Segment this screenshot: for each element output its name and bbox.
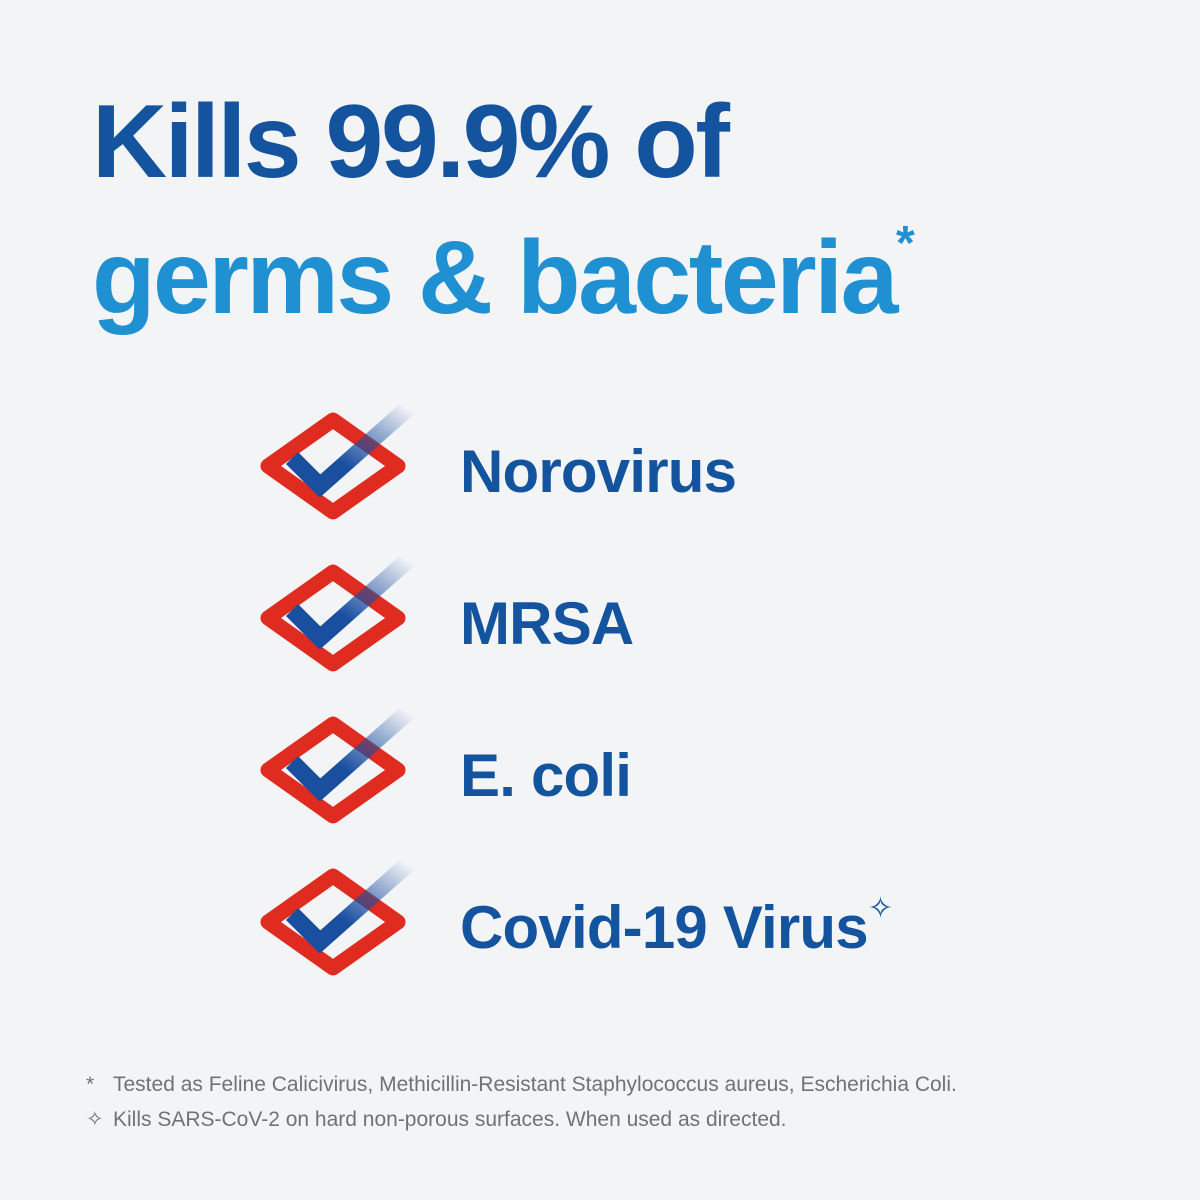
red-lozenge-blue-check-icon bbox=[258, 396, 458, 530]
claim-label: Norovirus bbox=[460, 442, 737, 502]
claim-label-text: MRSA bbox=[460, 590, 634, 657]
red-lozenge-blue-check-icon bbox=[258, 852, 458, 986]
claim-label-text: Covid-19 Virus bbox=[460, 894, 869, 961]
headline-line-2: germs & bacteria* bbox=[92, 210, 1122, 346]
footnote-item: * Tested as Feline Calicivirus, Methicil… bbox=[86, 1069, 1086, 1100]
claim-label-text: Norovirus bbox=[460, 438, 737, 505]
footnote-marker: * bbox=[86, 1073, 95, 1096]
headline: Kills 99.9% of germs & bacteria* bbox=[92, 74, 1122, 346]
claim-label: MRSA bbox=[460, 594, 634, 654]
claim-label: E. coli bbox=[460, 746, 632, 806]
claims-list: Norovirus MRSA bbox=[0, 396, 1200, 1004]
red-lozenge-blue-check-icon bbox=[258, 548, 458, 682]
footnote-marker: ✧ bbox=[86, 1108, 104, 1131]
footnote-text: Tested as Feline Calicivirus, Methicilli… bbox=[113, 1073, 957, 1096]
claim-row: Covid-19 Virus✧ bbox=[0, 852, 1200, 1004]
claim-row: MRSA bbox=[0, 548, 1200, 700]
footnote-item: ✧ Kills SARS-CoV-2 on hard non-porous su… bbox=[86, 1104, 1086, 1135]
footnote-text: Kills SARS-CoV-2 on hard non-porous surf… bbox=[113, 1108, 787, 1131]
claim-label-text: E. coli bbox=[460, 742, 632, 809]
headline-footnote-marker: * bbox=[895, 217, 915, 270]
claim-row: Norovirus bbox=[0, 396, 1200, 548]
red-lozenge-blue-check-icon bbox=[258, 700, 458, 834]
headline-line-2-text: germs & bacteria bbox=[92, 220, 898, 336]
footnotes: * Tested as Feline Calicivirus, Methicil… bbox=[86, 1069, 1086, 1139]
headline-line-1: Kills 99.9% of bbox=[92, 84, 730, 200]
claim-footnote-marker: ✧ bbox=[867, 892, 893, 925]
claim-row: E. coli bbox=[0, 700, 1200, 852]
claim-label: Covid-19 Virus✧ bbox=[460, 894, 893, 958]
